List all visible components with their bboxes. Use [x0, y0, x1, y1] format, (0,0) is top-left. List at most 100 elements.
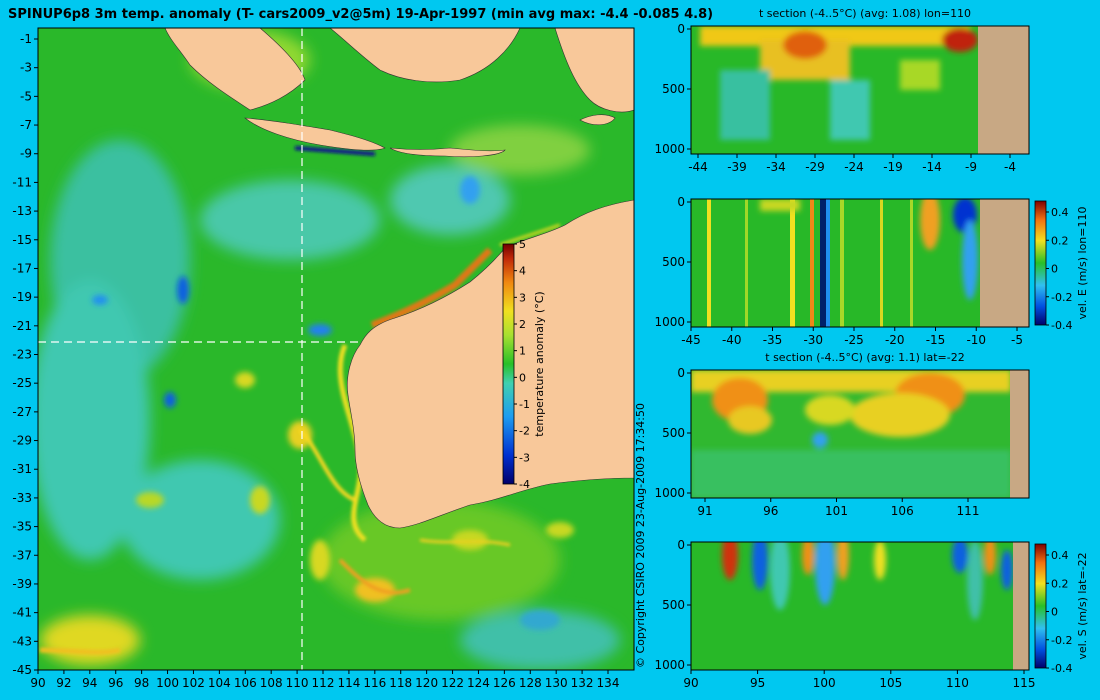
- map-x-tick-label: 90: [30, 676, 45, 690]
- map-x-tick-label: 102: [182, 676, 205, 690]
- map-panel: 90 92 94 96 98 100 102 104 106 108 110 112 114 116 118…: [12, 27, 635, 690]
- map-colorbar-tick-label: 5: [519, 238, 526, 251]
- vel-s-frame: [690, 541, 1030, 671]
- vel-e-cb-tick-label: 0.4: [1051, 206, 1069, 219]
- p2-x-tick-label: -15: [926, 333, 946, 347]
- vel-e-cb-tick-label: -0.4: [1051, 319, 1072, 332]
- map-y-tick-label: -29: [12, 434, 32, 448]
- map-y-tick-label: -27: [12, 405, 32, 419]
- p1-x-tick-label: -19: [883, 160, 903, 174]
- vel-s-cb-tick-label: -0.2: [1051, 634, 1072, 647]
- p2-y-tick-label: 0: [677, 195, 685, 209]
- vel-s-colorbar-label: vel. S (m/s) lat=-22: [1076, 552, 1089, 659]
- map-x-tick-label: 106: [234, 676, 257, 690]
- vel-e-cb-tick-label: 0.2: [1051, 234, 1069, 247]
- p2-x-tick-label: -10: [966, 333, 986, 347]
- map-y-tick-label: -33: [12, 491, 32, 505]
- map-x-tick-label: 128: [519, 676, 542, 690]
- p1-y-tick-label: 500: [662, 82, 685, 96]
- vel-e-colorbar-label: vel. E (m/s) lon=110: [1076, 207, 1089, 320]
- map-colorbar-tick-label: 4: [519, 265, 526, 278]
- p4-y-tick-label: 500: [662, 598, 685, 612]
- p1-x-tick-label: -24: [844, 160, 864, 174]
- vel-s-cb-tick-label: -0.4: [1051, 662, 1072, 675]
- map-y-tick-label: -3: [20, 61, 32, 75]
- map-y-tick-label: -13: [12, 204, 32, 218]
- vel-s-cb-tick-label: 0.2: [1051, 577, 1069, 590]
- vel-e-cb-tick-label: 0: [1051, 263, 1058, 276]
- map-x-tick-label: 116: [363, 676, 386, 690]
- map-y-tick-label: -45: [12, 663, 32, 677]
- java-landmass: [244, 117, 386, 151]
- map-x-tick-label: 124: [467, 676, 490, 690]
- p3-x-tick-label: 96: [763, 504, 778, 518]
- p1-x-tick-label: -14: [922, 160, 942, 174]
- map-x-tick-label: 122: [441, 676, 464, 690]
- map-colorbar-gradient: [502, 243, 515, 485]
- p2-x-tick-label: -35: [763, 333, 783, 347]
- lesser-sunda-landmass: [389, 147, 506, 158]
- t-section-lon-ticks: 0 500 1000-44 -39 -34 -29 -24 -19 -14 -9 -4: [654, 22, 1016, 174]
- vel-e-ticks: 0 500 1000 -45 -40 -35 -30 -25 -20 -15 -10 -5: [654, 195, 1023, 347]
- map-x-tick-label: 92: [56, 676, 71, 690]
- map-colorbar-tick-label: 2: [519, 318, 526, 331]
- vel-e-colorbar: [1034, 200, 1047, 326]
- p2-x-tick-label: -45: [681, 333, 701, 347]
- t-section-lat-ticks: 0 500 1000 91 96 101 106 111: [654, 366, 979, 518]
- p3-x-tick-label: 101: [825, 504, 848, 518]
- map-x-tick-label: 108: [260, 676, 283, 690]
- p1-y-tick-label: 1000: [654, 142, 685, 156]
- map-y-tick-label: -35: [12, 520, 32, 534]
- map-x-tick-label: 126: [493, 676, 516, 690]
- p3-x-tick-label: 111: [957, 504, 980, 518]
- map-colorbar-label: temperature anomaly (°C): [533, 291, 546, 436]
- p4-x-tick-label: 105: [879, 676, 902, 690]
- p2-x-tick-label: -20: [885, 333, 905, 347]
- p1-x-tick-label: -39: [727, 160, 747, 174]
- p4-y-tick-label: 1000: [654, 658, 685, 672]
- p2-y-tick-label: 1000: [654, 315, 685, 329]
- map-x-tick-label: 120: [415, 676, 438, 690]
- map-x-tick-label: 132: [571, 676, 594, 690]
- map-y-tick-label: -5: [20, 89, 32, 103]
- map-y-tick-label: -19: [12, 290, 32, 304]
- map-x-tick-label: 104: [208, 676, 231, 690]
- vel-e-cb-tick-label: -0.2: [1051, 291, 1072, 304]
- vel-s-ticks: 0 500 1000 90 95 100 105 110 115: [654, 538, 1035, 690]
- map-x-tick-label: 94: [82, 676, 97, 690]
- p4-x-tick-label: 95: [750, 676, 765, 690]
- map-y-tick-label: -21: [12, 319, 32, 333]
- map-x-tick-label: 100: [156, 676, 179, 690]
- map-y-tick-label: -7: [20, 118, 32, 132]
- p4-x-tick-label: 115: [1013, 676, 1036, 690]
- map-x-tick-label: 130: [545, 676, 568, 690]
- map-x-tick-label: 96: [108, 676, 123, 690]
- p3-x-tick-label: 106: [891, 504, 914, 518]
- map-y-tick-label: -25: [12, 376, 32, 390]
- map-y-tick-label: -31: [12, 462, 32, 476]
- p3-y-tick-label: 500: [662, 426, 685, 440]
- map-y-tick-label: -39: [12, 577, 32, 591]
- australia-landmass: [347, 199, 634, 529]
- map-colorbar-tick-label: -2: [519, 425, 530, 438]
- p4-x-tick-label: 110: [946, 676, 969, 690]
- p2-y-tick-label: 500: [662, 255, 685, 269]
- t-section-lon-title: t section (-4..5°C) (avg: 1.08) lon=110: [759, 7, 971, 20]
- p4-y-tick-label: 0: [677, 538, 685, 552]
- figure-title: SPINUP6p8 3m temp. anomaly (T- cars2009_…: [8, 7, 713, 22]
- map-field: [38, 28, 634, 670]
- t-section-lat-title: t section (-4..5°C) (avg: 1.1) lat=-22: [765, 351, 964, 364]
- map-x-tick-label: 114: [337, 676, 360, 690]
- map-colorbar-tick-label: 0: [519, 371, 526, 384]
- map-x-tick-label: 112: [312, 676, 335, 690]
- borneo-landmass: [329, 28, 521, 83]
- vel-s-panel: 0 500 1000 90 95 100 105 110 115 0.4 0.2 0 -0.2 -0.4…: [654, 538, 1089, 690]
- sumatra-landmass: [164, 28, 306, 111]
- p1-x-tick-label: -4: [1004, 160, 1016, 174]
- map-y-ticks: -1 -3 -5 -7 -9 -11 -13 -15 -17 -19 -21 -23 -25 -27 -29…: [12, 32, 38, 677]
- map-y-tick-label: -43: [12, 634, 32, 648]
- p1-x-tick-label: -9: [965, 160, 977, 174]
- map-colorbar-tick-label: -4: [519, 478, 530, 491]
- p1-x-tick-label: -34: [766, 160, 786, 174]
